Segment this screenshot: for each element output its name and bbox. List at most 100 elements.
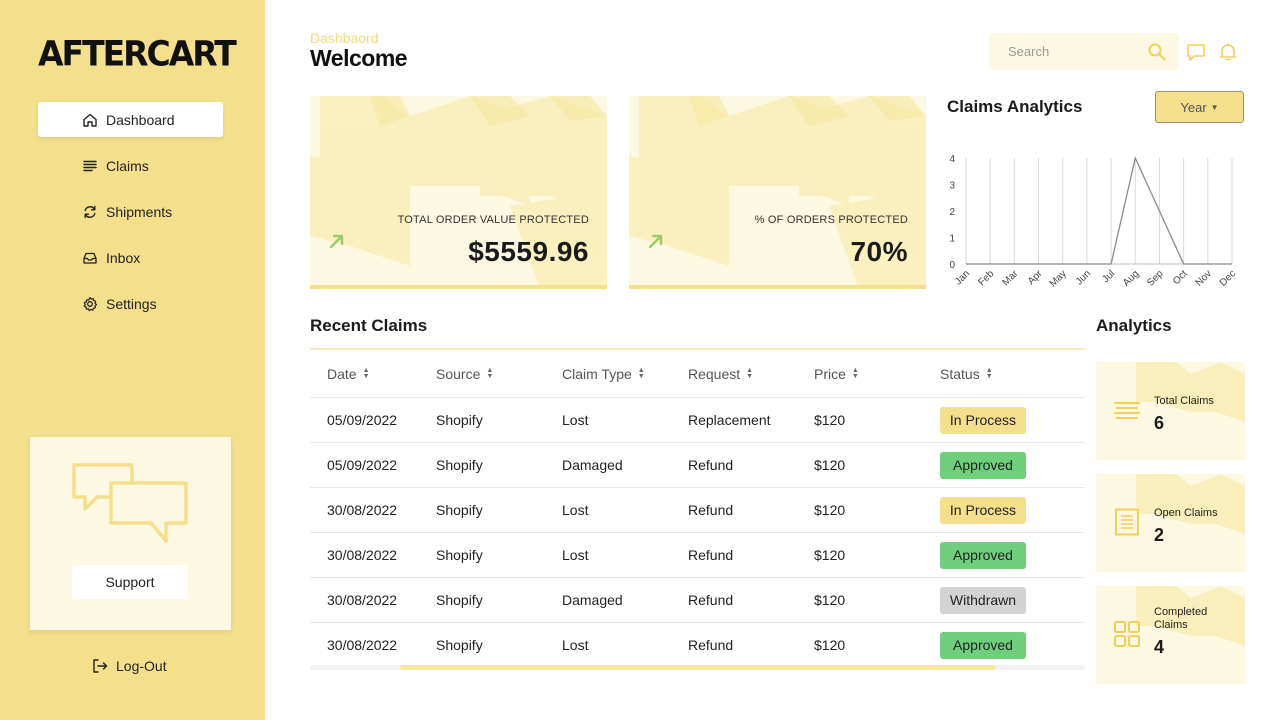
claims-table: Date ▲ ▼ Source ▲ ▼ Claim Type ▲ ▼ Request ▲ ▼ Price…	[310, 348, 1085, 668]
sidebar-item-dashboard[interactable]: Dashboard	[38, 102, 223, 137]
analytics-card-value: 6	[1154, 413, 1165, 433]
table-body: 05/09/2022 Shopify Lost Replacement $120 In P…	[310, 398, 1085, 668]
sidebar-item-label: Claims	[106, 157, 149, 174]
status-cell: In Process	[940, 496, 1085, 524]
logout-icon	[92, 658, 108, 674]
cell-request: Refund	[688, 547, 734, 563]
y-tick-label: 4	[949, 154, 955, 165]
refresh-icon	[82, 204, 98, 220]
sort-icon[interactable]: ▲ ▼	[486, 366, 494, 380]
column-header-request[interactable]: Request ▲ ▼	[688, 366, 814, 382]
year-filter-dropdown[interactable]: Year ▼	[1155, 91, 1244, 123]
support-button[interactable]: Support	[72, 565, 188, 599]
stat-value: $5559.96	[468, 236, 589, 267]
logout-label: Log-Out	[116, 658, 167, 674]
table-header: Date ▲ ▼ Source ▲ ▼ Claim Type ▲ ▼ Request ▲ ▼ Price…	[310, 350, 1085, 398]
card-pattern	[629, 96, 926, 285]
status-cell: Approved	[940, 631, 1085, 659]
column-header-label: Request	[688, 365, 741, 382]
column-header-price[interactable]: Price ▲ ▼	[814, 366, 940, 382]
series-line	[966, 155, 1232, 265]
chat-bubbles-icon	[72, 463, 188, 543]
stat-label: TOTAL ORDER VALUE PROTECTED	[397, 214, 589, 226]
logout-button[interactable]: Log-Out	[92, 658, 167, 674]
breadcrumb[interactable]: Dashbaord	[310, 30, 379, 46]
column-header-label: Date	[327, 365, 357, 382]
cell-request: Refund	[688, 502, 734, 518]
grid-icon	[1113, 620, 1141, 648]
cell-source: Shopify	[436, 502, 483, 518]
x-tick-label: Jan	[953, 268, 972, 287]
card-pattern	[310, 96, 607, 285]
scrollbar-thumb[interactable]	[400, 665, 996, 670]
cell-type: Damaged	[562, 457, 623, 473]
cell-price: $120	[814, 502, 846, 518]
status-badge: Approved	[940, 631, 1026, 659]
sidebar-item-label: Dashboard	[106, 111, 175, 128]
status-badge: Approved	[940, 451, 1026, 479]
sort-icon[interactable]: ▲ ▼	[851, 366, 859, 380]
search-input[interactable]	[1008, 44, 1138, 59]
column-header-source[interactable]: Source ▲ ▼	[436, 366, 562, 382]
column-header-label: Status	[940, 365, 980, 382]
stat-label: % OF ORDERS PROTECTED	[754, 214, 908, 226]
sidebar-item-label: Settings	[106, 295, 157, 312]
sort-icon[interactable]: ▲ ▼	[746, 366, 754, 380]
status-cell: Approved	[940, 451, 1085, 479]
recent-claims-title: Recent Claims	[310, 316, 428, 335]
brand-logo: AFTERCART	[38, 33, 237, 74]
sidebar-nav: Dashboard Claims Shipments Inbox Setting…	[38, 102, 223, 332]
x-tick-label: Apr	[1026, 268, 1045, 287]
sidebar: AFTERCART Dashboard Claims Shipments Inb…	[0, 0, 265, 720]
cell-request: Replacement	[688, 412, 771, 428]
cell-date: 05/09/2022	[327, 412, 398, 428]
column-header-status[interactable]: Status ▲ ▼	[940, 366, 1085, 382]
bell-icon[interactable]	[1218, 42, 1238, 62]
chat-icon[interactable]	[1186, 42, 1206, 62]
sort-icon[interactable]: ▲ ▼	[637, 366, 645, 380]
analytics-card-value: 2	[1154, 525, 1165, 545]
analytics-card-value: 4	[1154, 637, 1165, 657]
table-row[interactable]: 30/08/2022 Shopify Lost Refund $120 Approved	[310, 623, 1085, 668]
status-cell: Approved	[940, 541, 1085, 569]
x-tick-label: Jun	[1074, 268, 1093, 287]
cell-date: 30/08/2022	[327, 592, 398, 608]
table-row[interactable]: 30/08/2022 Shopify Lost Refund $120 In Proces…	[310, 488, 1085, 533]
sidebar-item-shipments[interactable]: Shipments	[38, 194, 223, 229]
year-filter-label: Year	[1180, 99, 1207, 115]
cell-request: Refund	[688, 592, 734, 608]
table-row[interactable]: 05/09/2022 Shopify Lost Replacement $120 In P…	[310, 398, 1085, 443]
column-header-label: Price	[814, 365, 846, 382]
y-tick-label: 3	[949, 181, 955, 192]
page-title: Welcome	[310, 45, 408, 71]
search-icon[interactable]	[1147, 42, 1167, 62]
cell-type: Lost	[562, 412, 589, 428]
status-badge: Approved	[940, 541, 1026, 569]
cell-date: 30/08/2022	[327, 502, 398, 518]
y-tick-label: 2	[949, 207, 955, 218]
stat-value: 70%	[850, 236, 908, 267]
sort-icon[interactable]: ▲ ▼	[362, 366, 370, 380]
x-tick-label: Jul	[1100, 268, 1117, 285]
sort-icon[interactable]: ▲ ▼	[985, 366, 993, 380]
cell-request: Refund	[688, 457, 734, 473]
list-icon	[1113, 397, 1141, 425]
analytics-card-label: Open Claims	[1154, 507, 1218, 519]
trend-up-icon	[647, 232, 665, 250]
y-tick-label: 0	[949, 260, 955, 271]
sidebar-item-claims[interactable]: Claims	[38, 148, 223, 183]
table-scrollbar[interactable]	[310, 665, 1085, 670]
sidebar-item-settings[interactable]: Settings	[38, 286, 223, 321]
table-row[interactable]: 30/08/2022 Shopify Lost Refund $120 Approved	[310, 533, 1085, 578]
cell-type: Lost	[562, 502, 589, 518]
caret-down-icon: ▼	[1210, 102, 1219, 112]
card-pattern	[1136, 362, 1245, 422]
column-header-claim-type[interactable]: Claim Type ▲ ▼	[562, 366, 688, 382]
table-row[interactable]: 05/09/2022 Shopify Damaged Refund $120 Approv…	[310, 443, 1085, 488]
cell-date: 30/08/2022	[327, 637, 398, 653]
table-row[interactable]: 30/08/2022 Shopify Damaged Refund $120 Withdr…	[310, 578, 1085, 623]
sidebar-item-label: Shipments	[106, 203, 173, 220]
cell-type: Damaged	[562, 592, 623, 608]
column-header-date[interactable]: Date ▲ ▼	[310, 366, 436, 382]
sidebar-item-inbox[interactable]: Inbox	[38, 240, 223, 275]
